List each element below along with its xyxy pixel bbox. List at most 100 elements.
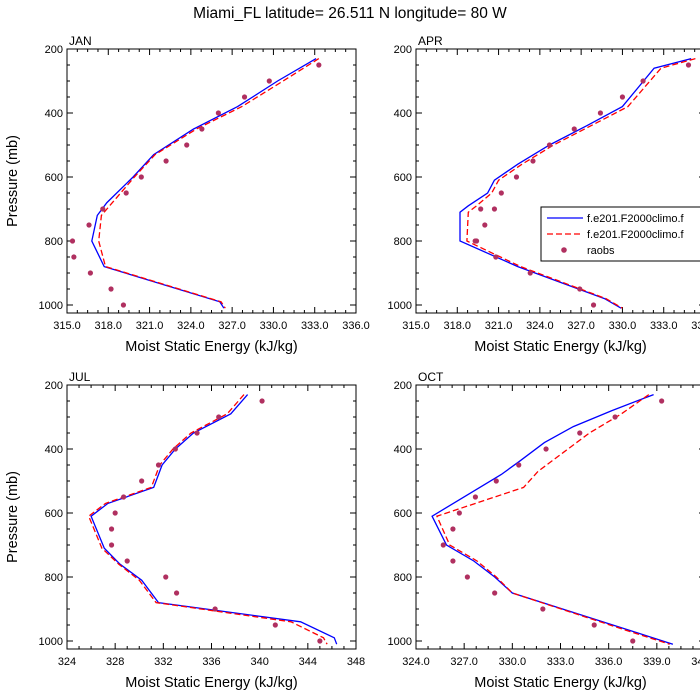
x-tick-label: 344 <box>299 656 317 668</box>
x-tick-label: 336.0 <box>342 320 370 332</box>
data-layer <box>87 394 338 645</box>
raobs-point <box>543 446 549 452</box>
x-tick-label: 348 <box>347 656 365 668</box>
raobs-point <box>173 590 180 596</box>
x-tick-label: 330.0 <box>260 320 288 332</box>
raobs-point <box>472 238 478 244</box>
series-line-dashed <box>98 58 320 309</box>
data-layer <box>69 58 322 309</box>
x-tick-label: 333.0 <box>547 656 575 668</box>
x-tick-label: 321.0 <box>485 320 513 332</box>
raobs-point <box>120 302 127 308</box>
y-axis-title: Pressure (mb) <box>5 135 21 227</box>
x-tick-label: 315.0 <box>53 320 81 332</box>
x-tick-label: 333.0 <box>650 320 678 332</box>
raobs-point <box>86 222 92 228</box>
series-line-solid <box>459 57 692 309</box>
y-tick-label: 200 <box>394 380 412 392</box>
raobs-point <box>577 286 583 292</box>
y-tick-label: 400 <box>394 108 412 120</box>
y-tick-label: 400 <box>45 444 63 456</box>
x-tick-label: 336.0 <box>595 656 623 668</box>
raobs-point <box>155 462 162 468</box>
raobs-point <box>199 126 205 132</box>
raobs-point <box>493 478 499 484</box>
raobs-point <box>120 494 127 500</box>
raobs-point <box>212 606 218 612</box>
raobs-point <box>591 622 597 628</box>
panel-jan: JAN 315.0 318.0 321.0 324.0 327.0 330.0 333.0 33… <box>5 34 370 355</box>
x-axis-title: Moist Static Energy (kJ/kg) <box>474 339 646 355</box>
raobs-point <box>464 574 470 580</box>
x-tick-label: 327.0 <box>218 320 246 332</box>
x-tick-label: 336 <box>202 656 220 668</box>
y-tick-label: 1000 <box>388 636 412 648</box>
series-line-solid <box>91 58 317 309</box>
raobs-point <box>163 574 169 580</box>
raobs-point <box>527 270 533 276</box>
raobs-point <box>172 446 178 452</box>
series-line-dashed <box>87 394 328 645</box>
x-axis-title: Moist Static Energy (kJ/kg) <box>125 675 297 691</box>
raobs-point <box>493 254 499 260</box>
raobs-point <box>540 606 546 612</box>
y-tick-label: 600 <box>45 172 63 184</box>
panel-jul: JUL 324 328 332 336 340 344 348 200 400 600 800 1000… <box>5 370 365 691</box>
raobs-point <box>478 206 484 212</box>
raobs-point <box>124 558 130 564</box>
y-tick-label: 800 <box>45 572 63 584</box>
raobs-point <box>112 510 118 516</box>
raobs-point <box>659 398 665 404</box>
raobs-point <box>597 110 604 116</box>
legend-marker <box>561 247 567 253</box>
y-tick-label: 400 <box>45 108 63 120</box>
raobs-point <box>640 78 646 84</box>
series-line-dashed <box>466 57 696 309</box>
y-tick-label: 200 <box>45 44 63 56</box>
x-tick-label: 342.0 <box>691 656 700 668</box>
raobs-point <box>630 638 636 644</box>
raobs-point <box>108 286 114 292</box>
x-tick-label: 324 <box>58 656 76 668</box>
x-tick-label: 318.0 <box>95 320 123 332</box>
y-tick-label: 1000 <box>39 300 63 312</box>
y-axis-title: Pressure (mb) <box>5 471 21 563</box>
raobs-point <box>491 206 498 212</box>
raobs-point <box>316 62 322 68</box>
figure-title: Miami_FL latitude= 26.511 N longitude= 8… <box>193 5 507 22</box>
raobs-point <box>590 302 597 308</box>
x-tick-label: 333.0 <box>301 320 329 332</box>
x-tick-label: 324.0 <box>402 656 430 668</box>
y-tick-label: 400 <box>394 444 412 456</box>
y-tick-label: 600 <box>45 508 63 520</box>
x-tick-label: 330.0 <box>499 656 527 668</box>
plot-frame <box>66 48 357 314</box>
raobs-point <box>317 638 323 644</box>
raobs-point <box>87 270 93 276</box>
legend-label: f.e201.F2000climo.f <box>587 213 685 225</box>
x-tick-label: 315.0 <box>402 320 430 332</box>
raobs-point <box>138 174 144 180</box>
plot-frame <box>415 384 700 650</box>
raobs-point <box>612 414 618 420</box>
y-tick-label: 1000 <box>388 300 412 312</box>
raobs-point <box>123 190 129 196</box>
raobs-point <box>272 622 278 628</box>
legend: f.e201.F2000climo.f f.e201.F2000climo.f ra… <box>540 206 700 262</box>
x-tick-label: 340 <box>250 656 268 668</box>
raobs-point <box>472 494 479 500</box>
y-tick-label: 600 <box>394 508 412 520</box>
raobs-point <box>450 558 456 564</box>
y-tick-label: 800 <box>394 236 412 248</box>
raobs-point <box>108 542 115 548</box>
data-layer <box>459 57 696 309</box>
raobs-point <box>516 462 522 468</box>
raobs-point <box>163 158 169 164</box>
raobs-point <box>100 206 106 212</box>
legend-label: raobs <box>587 245 615 257</box>
panel-label: JAN <box>69 34 92 48</box>
plot-frame <box>415 48 700 314</box>
raobs-point <box>498 190 504 196</box>
raobs-point <box>215 110 221 116</box>
series-line-solid <box>90 394 338 645</box>
